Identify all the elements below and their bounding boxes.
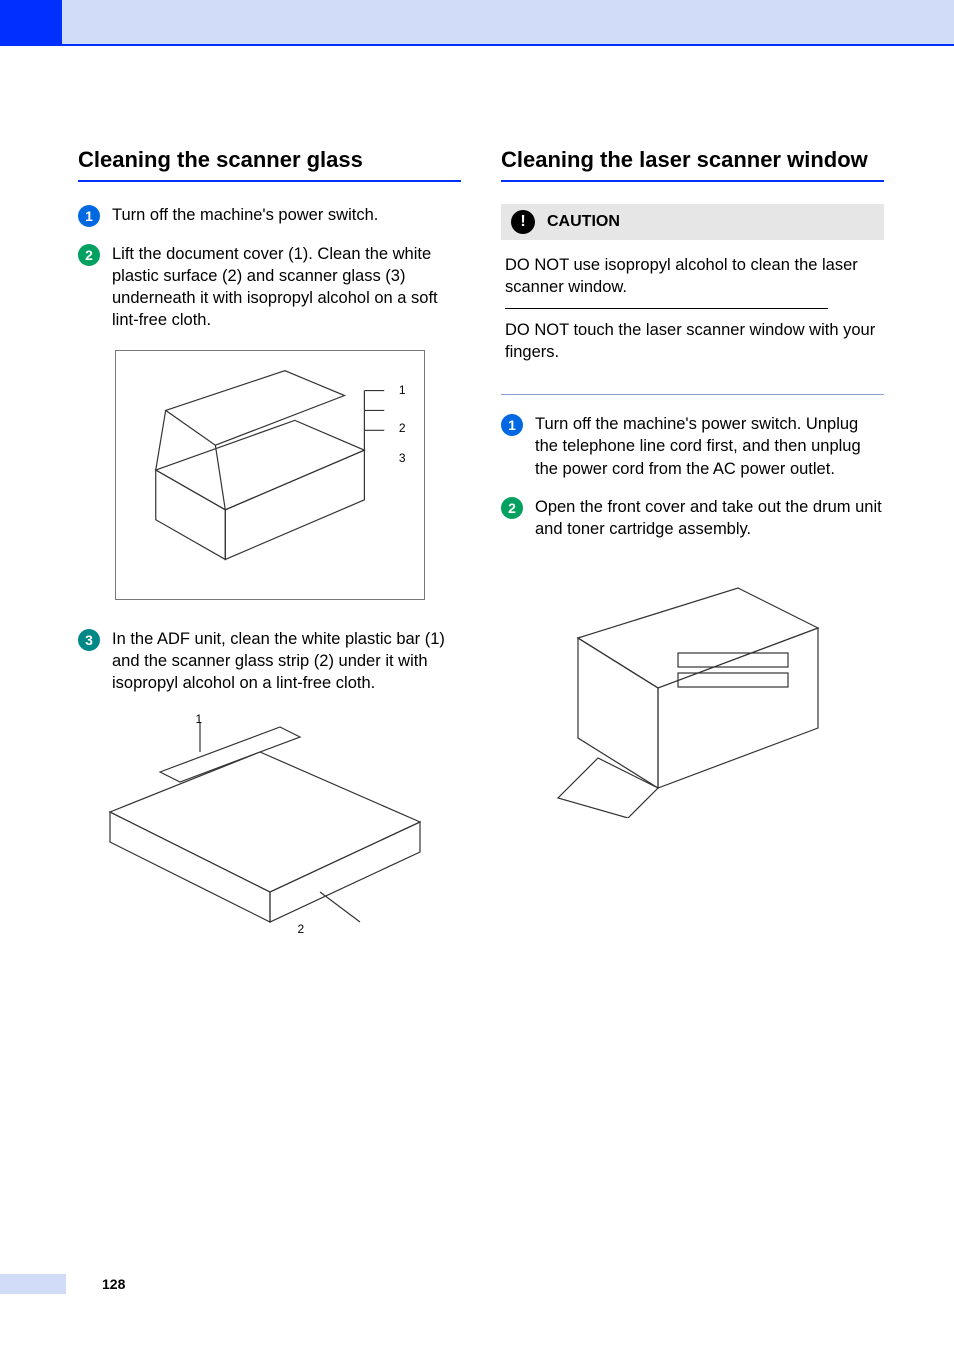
header-rule [0,44,954,46]
section-title-right: Cleaning the laser scanner window [501,146,884,174]
page-footer: 128 [0,1274,125,1294]
header-banner [0,0,954,46]
step-text: Lift the document cover (1). Clean the w… [112,243,461,332]
callout-3: 3 [399,451,406,465]
column-right: Cleaning the laser scanner window ! CAUT… [501,146,884,960]
step-1-right: 1 Turn off the machine's power switch. U… [501,413,884,480]
callout-2: 2 [399,421,406,435]
figure-front-cover [501,558,884,818]
step-3-left: 3 In the ADF unit, clean the white plast… [78,628,461,695]
step-badge: 3 [78,629,100,651]
thin-rule [501,394,884,396]
section-rule [78,180,461,182]
front-cover-illustration [538,558,848,818]
footer-tab [0,1274,66,1294]
callout-1: 1 [196,712,203,726]
step-2-left: 2 Lift the document cover (1). Clean the… [78,243,461,332]
step-1-left: 1 Turn off the machine's power switch. [78,204,461,227]
adf-illustration [100,712,440,932]
header-tab [0,0,62,46]
caution-text-1: DO NOT use isopropyl alcohol to clean th… [505,254,880,299]
figure-adf-unit: 1 2 [78,712,461,932]
section-title-left: Cleaning the scanner glass [78,146,461,174]
column-left: Cleaning the scanner glass 1 Turn off th… [78,146,461,960]
step-text: Open the front cover and take out the dr… [535,496,884,541]
caution-divider [505,308,828,309]
scanner-glass-illustration [116,350,424,600]
caution-body: DO NOT use isopropyl alcohol to clean th… [501,240,884,374]
caution-header: ! CAUTION [501,204,884,240]
caution-label: CAUTION [547,213,620,231]
step-badge: 2 [501,497,523,519]
page-number: 128 [102,1276,125,1292]
step-text: Turn off the machine's power switch. [112,204,378,227]
step-2-right: 2 Open the front cover and take out the … [501,496,884,541]
step-badge: 1 [78,205,100,227]
callout-2: 2 [298,922,305,936]
figure-scanner-glass: 1 2 3 [78,350,461,600]
caution-box: ! CAUTION DO NOT use isopropyl alcohol t… [501,204,884,374]
page-content: Cleaning the scanner glass 1 Turn off th… [0,46,954,1000]
step-badge: 2 [78,244,100,266]
caution-text-2: DO NOT touch the laser scanner window wi… [505,319,880,364]
step-text: In the ADF unit, clean the white plastic… [112,628,461,695]
step-text: Turn off the machine's power switch. Unp… [535,413,884,480]
step-badge: 1 [501,414,523,436]
caution-icon: ! [511,210,535,234]
section-rule [501,180,884,182]
callout-1: 1 [399,383,406,397]
